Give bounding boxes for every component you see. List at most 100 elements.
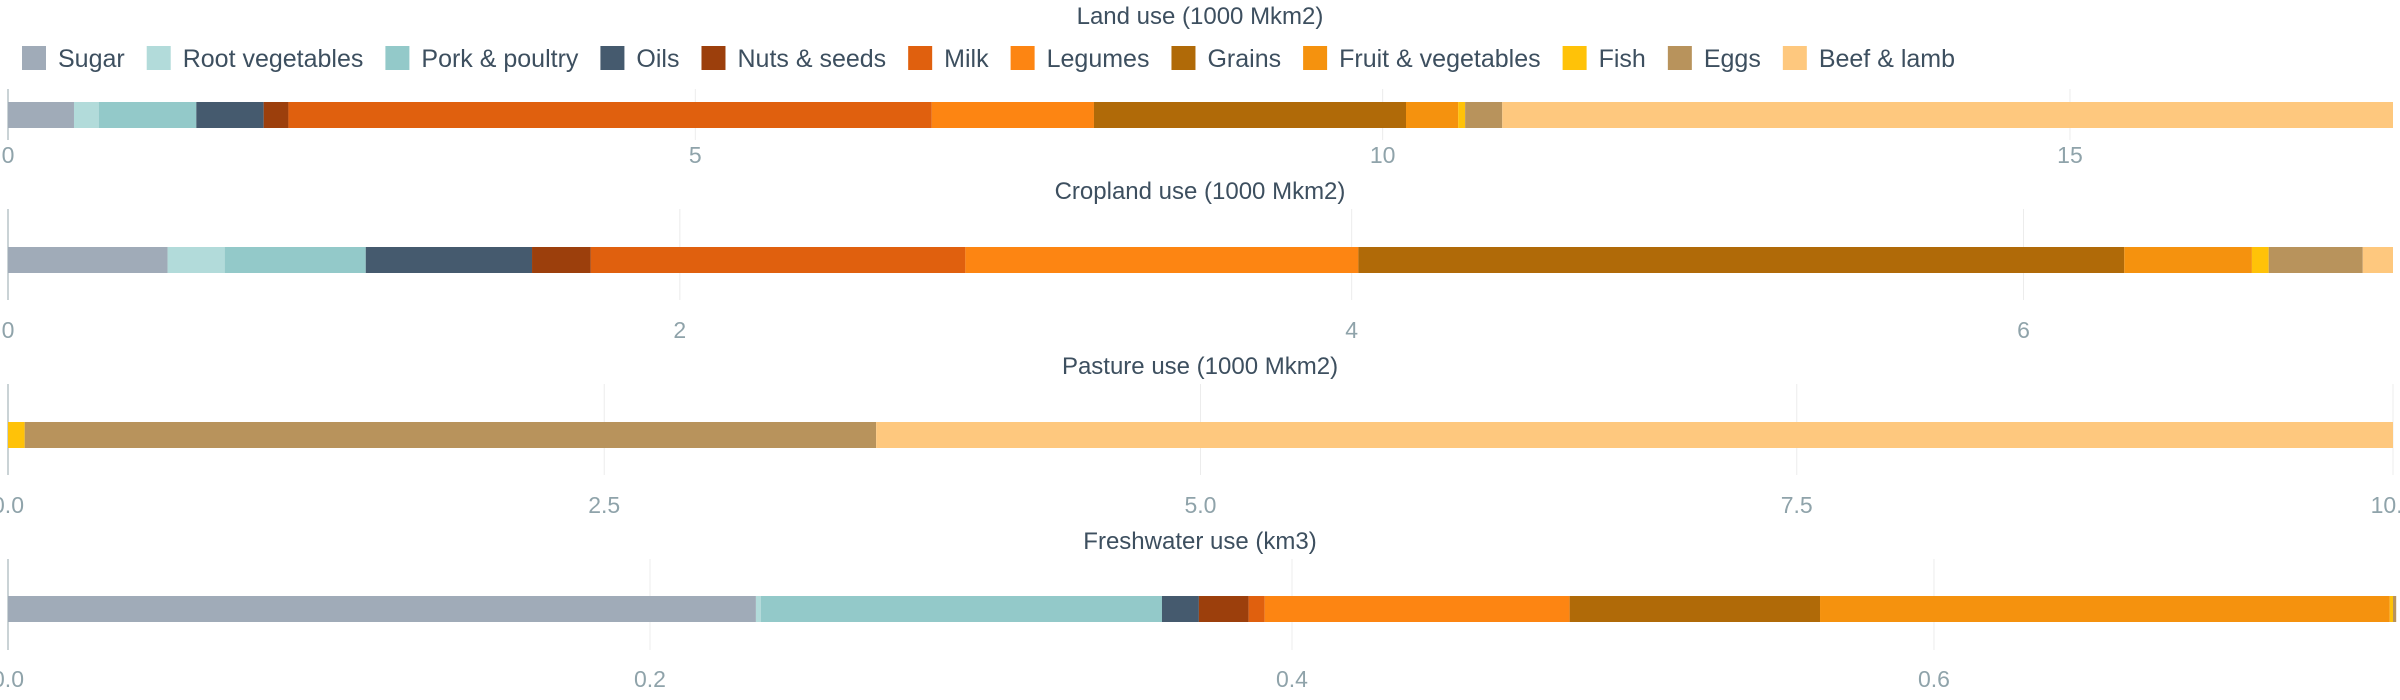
bar-segment-milk[interactable] [288, 102, 932, 128]
bar-segment-beef-lamb[interactable] [2362, 247, 2393, 273]
bar-segment-eggs[interactable] [2393, 596, 2397, 622]
legend-label: Oils [636, 45, 679, 73]
legend-label: Pork & poultry [421, 45, 579, 73]
legend-item[interactable]: Eggs [1667, 45, 1761, 73]
bar-segment-sugar[interactable] [8, 596, 756, 622]
bar-segment-nuts-seeds[interactable] [1198, 596, 1249, 622]
tick-label: 4 [1345, 317, 1358, 343]
chart-panel: Pasture use (1000 Mkm2) 0.0 2.5 5.0 7.5 10.0 [0, 353, 2400, 518]
tick-label: 0 [2, 317, 15, 343]
bar-segment-nuts-seeds[interactable] [263, 102, 289, 128]
legend-item[interactable]: Grains [1171, 45, 1281, 73]
tick-label: 5 [689, 142, 702, 168]
legend-item[interactable]: Legumes [1010, 45, 1150, 73]
bar-segment-root-vegetables[interactable] [73, 102, 99, 128]
bar-segment-fruit-vegetables[interactable] [1820, 596, 2390, 622]
tick-label: 10.0 [2371, 492, 2400, 518]
tick-label: 0.0 [0, 492, 24, 518]
legend-item[interactable]: Sugar [22, 45, 125, 73]
legend-swatch [1782, 46, 1807, 70]
tick-label: 2 [673, 317, 686, 343]
bar-segment-beef-lamb[interactable] [876, 422, 2393, 448]
bar-segment-eggs[interactable] [24, 422, 877, 448]
legend-swatch [1667, 46, 1692, 70]
chart-panel: Land use (1000 Mkm2) 0 5 10 15 [2, 3, 2393, 168]
legend-item[interactable]: Fruit & vegetables [1303, 45, 1541, 73]
legend-swatch [1010, 46, 1035, 70]
tick-label: 6 [2017, 317, 2030, 343]
tick-label: 2.5 [588, 492, 620, 518]
panel-title: Freshwater use (km3) [1083, 528, 1316, 555]
bar-segment-legumes[interactable] [931, 102, 1094, 128]
panel-title: Land use (1000 Mkm2) [1077, 3, 1324, 30]
bar-segment-sugar[interactable] [8, 102, 74, 128]
chart-panel: Cropland use (1000 Mkm2) 0 2 4 6 [2, 178, 2393, 343]
bar-segment-sugar[interactable] [8, 247, 168, 273]
panel-title: Cropland use (1000 Mkm2) [1055, 178, 1346, 205]
legend-swatch [1562, 46, 1587, 70]
legend: Sugar Root vegetables Pork & poultry Oils Nu… [22, 45, 1955, 73]
legend-swatch [22, 46, 46, 70]
bar-segment-grains[interactable] [1569, 596, 1821, 622]
legend-swatch [701, 46, 726, 70]
bar-segment-nuts-seeds[interactable] [532, 247, 591, 273]
tick-label: 10 [1370, 142, 1396, 168]
tick-label: 7.5 [1781, 492, 1813, 518]
bar-segment-oils[interactable] [196, 102, 264, 128]
bar-segment-grains[interactable] [1093, 102, 1407, 128]
legend-label: Root vegetables [183, 45, 364, 73]
legend-item[interactable]: Nuts & seeds [701, 45, 886, 73]
panel-title: Pasture use (1000 Mkm2) [1062, 353, 1338, 380]
bar-segment-fish[interactable] [2389, 596, 2393, 622]
legend-item[interactable]: Beef & lamb [1782, 45, 1955, 73]
bar-segment-root-vegetables[interactable] [167, 247, 225, 273]
tick-label: 15 [2057, 142, 2083, 168]
bar-segment-legumes[interactable] [965, 247, 1359, 273]
legend-swatch [1303, 46, 1328, 70]
legend-label: Beef & lamb [1819, 45, 1955, 73]
bar-segment-eggs[interactable] [1465, 102, 1503, 128]
legend-item[interactable]: Fish [1562, 45, 1646, 73]
bar-segment-milk[interactable] [1248, 596, 1265, 622]
bar-segment-pork-poultry[interactable] [224, 247, 366, 273]
bar-segment-root-vegetables[interactable] [755, 596, 761, 622]
tick-label: 0.2 [634, 666, 666, 692]
bar-segment-beef-lamb[interactable] [1502, 102, 2393, 128]
bar-segment-grains[interactable] [1358, 247, 2125, 273]
chart-panels: Land use (1000 Mkm2) 0 5 10 15 Cropland use (… [0, 3, 2400, 692]
legend-swatch [908, 46, 933, 70]
bar-segment-milk[interactable] [590, 247, 966, 273]
legend-item[interactable]: Root vegetables [146, 45, 364, 73]
bar-segment-legumes[interactable] [1264, 596, 1570, 622]
legend-label: Fruit & vegetables [1339, 45, 1541, 73]
bar-segment-fruit-vegetables[interactable] [1406, 102, 1459, 128]
legend-label: Milk [944, 45, 989, 73]
legend-swatch [600, 46, 625, 70]
legend-swatch [385, 46, 410, 70]
bar-segment-fish[interactable] [8, 422, 25, 448]
tick-label: 0.4 [1276, 666, 1308, 692]
bar-segment-pork-poultry[interactable] [98, 102, 197, 128]
tick-label: 0 [2, 142, 15, 168]
legend-item[interactable]: Milk [908, 45, 989, 73]
legend-item[interactable]: Pork & poultry [385, 45, 579, 73]
legend-label: Fish [1599, 45, 1646, 73]
legend-label: Eggs [1704, 45, 1761, 73]
bar-segment-fish[interactable] [1458, 102, 1466, 128]
legend-label: Sugar [58, 45, 125, 73]
legend-item[interactable]: Oils [600, 45, 679, 73]
bar-segment-eggs[interactable] [2268, 247, 2363, 273]
tick-label: 0.6 [1918, 666, 1950, 692]
legend-label: Legumes [1047, 45, 1150, 73]
bar-segment-fish[interactable] [2251, 247, 2269, 273]
bar-segment-fruit-vegetables[interactable] [2124, 247, 2252, 273]
legend-swatch [146, 46, 171, 70]
tick-label: 5.0 [1185, 492, 1217, 518]
tick-label: 0.0 [0, 666, 24, 692]
legend-swatch [1171, 46, 1196, 70]
bar-segment-oils[interactable] [365, 247, 533, 273]
bar-segment-pork-poultry[interactable] [760, 596, 1162, 622]
chart-panel: Freshwater use (km3) 0.0 0.2 0.4 0.6 [0, 528, 2397, 692]
bar-segment-oils[interactable] [1161, 596, 1199, 622]
